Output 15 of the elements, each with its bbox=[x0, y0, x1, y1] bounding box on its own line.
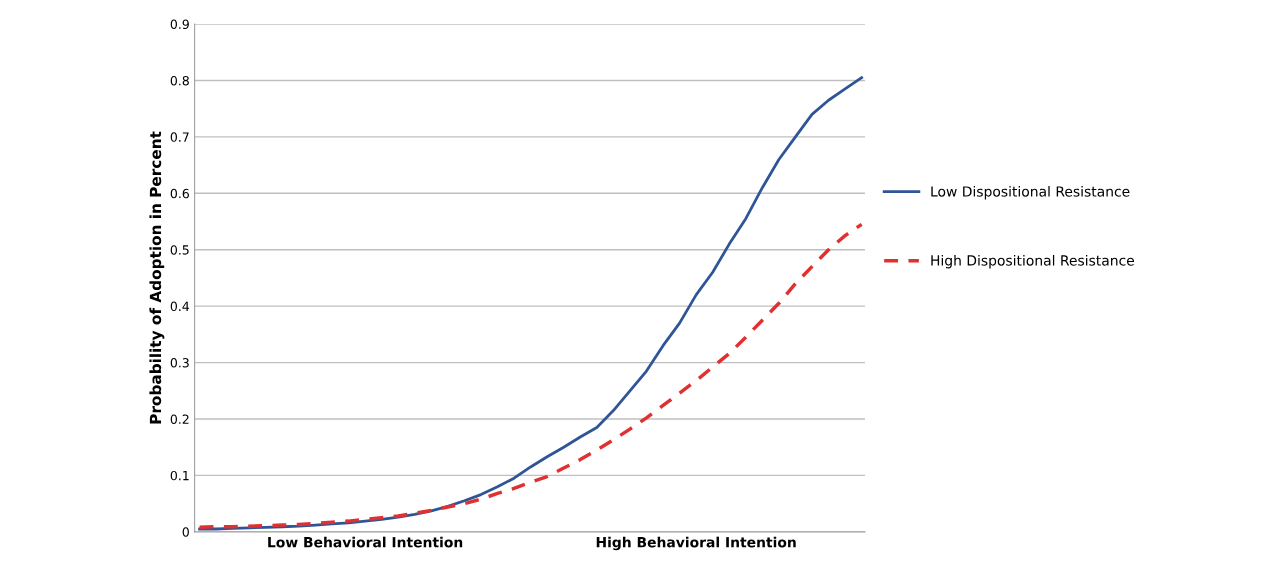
y-tick-label: 0.3 bbox=[170, 358, 189, 368]
y-tick-label: 0.1 bbox=[170, 470, 189, 481]
y-tick-label: 0 bbox=[182, 527, 189, 537]
legend-label: Low Dispositional Resistance bbox=[931, 185, 1130, 200]
y-tick-label: 0.4 bbox=[170, 301, 190, 312]
y-tick-label: 0.2 bbox=[170, 414, 189, 424]
legend-label: High Dispositional Resistance bbox=[931, 254, 1135, 269]
y-tick-label: 0.5 bbox=[170, 245, 189, 255]
y-tick-label: 0.9 bbox=[170, 19, 189, 29]
y-tick-label: 0.6 bbox=[170, 188, 189, 199]
y-tick-label: 0.8 bbox=[170, 75, 189, 86]
x-tick-label: Low Behavioral Intention bbox=[268, 536, 463, 548]
x-tick-label: High Behavioral Intention bbox=[596, 536, 796, 551]
y-axis-title: Probability of Adoption in Percent bbox=[149, 131, 165, 424]
y-tick-label: 0.7 bbox=[170, 132, 189, 142]
